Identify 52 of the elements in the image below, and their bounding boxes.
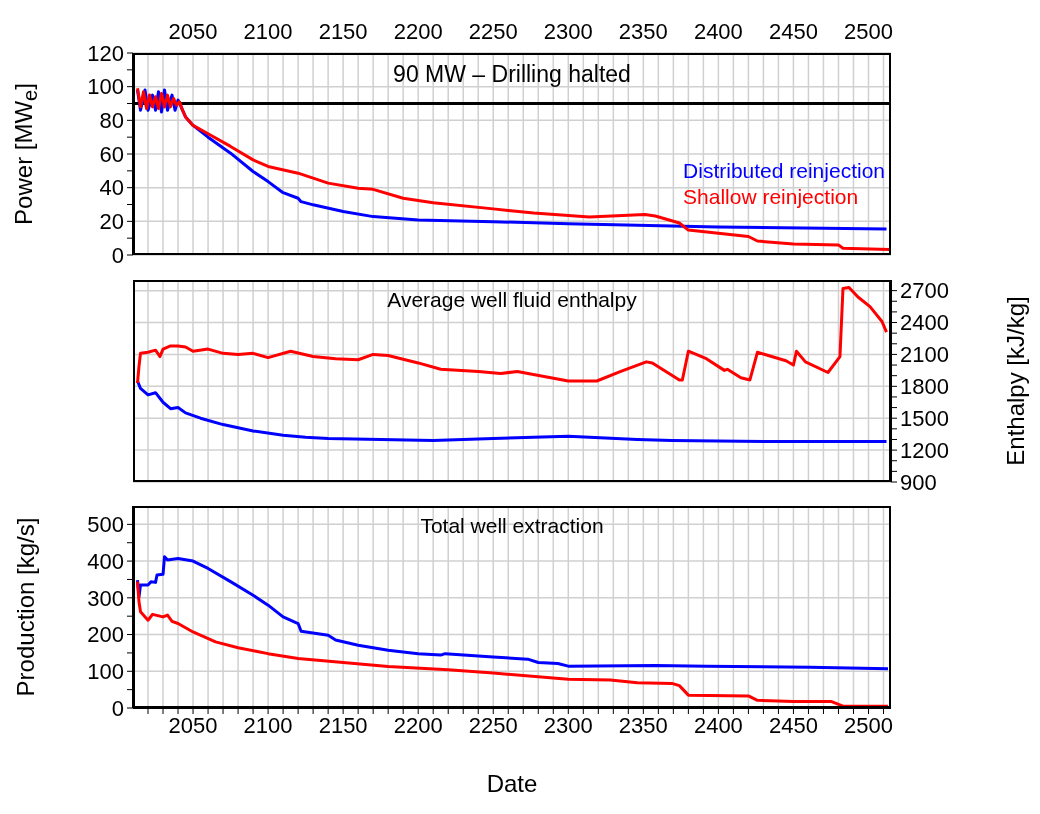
- chart-title: 90 MW – Drilling halted: [392, 61, 632, 88]
- x2-tick-label: 2200: [393, 19, 443, 45]
- y-tick-label: 200: [87, 622, 124, 648]
- x2-tick-label: 2250: [468, 19, 518, 45]
- y-tick-label: 60: [99, 141, 124, 167]
- x-tick-label: 2350: [618, 712, 668, 738]
- y2-tick-label: 1500: [900, 406, 949, 432]
- y-tick-label: 0: [111, 695, 124, 721]
- text: Distributed reinjection: [683, 158, 885, 185]
- y2-axis-title: Enthalpy [kJ/kg]: [1002, 296, 1030, 466]
- x-tick-label: 2250: [468, 712, 518, 738]
- x-tick-label: 2300: [543, 712, 593, 738]
- line-series: [136, 285, 888, 385]
- y-tick-label: 20: [99, 209, 124, 235]
- x2-tick-label: 2300: [543, 19, 593, 45]
- y-axis-title: Production [kg/s]: [12, 517, 40, 697]
- chart-title: Average well fluid enthalpy: [386, 288, 638, 312]
- line-series: [136, 555, 890, 671]
- x2-tick-label: 2050: [168, 19, 218, 45]
- line-series: [136, 379, 888, 444]
- x-tick-label: 2450: [768, 712, 818, 738]
- x-tick-label: 2150: [318, 712, 368, 738]
- x2-tick-label: 2100: [243, 19, 293, 45]
- x2-tick-label: 2150: [318, 19, 368, 45]
- x-tick-label: 2050: [168, 712, 218, 738]
- x2-tick-label: 2450: [768, 19, 818, 45]
- y-tick-label: 80: [99, 108, 124, 134]
- x-tick-label: 2400: [693, 712, 743, 738]
- y2-tick-label: 2400: [900, 310, 949, 336]
- y-tick-label: 40: [99, 175, 124, 201]
- y2-tick-label: 2100: [900, 342, 949, 368]
- chart-title: Total well extraction: [419, 514, 605, 538]
- y-tick-label: 500: [87, 512, 124, 538]
- y-tick-label: 100: [87, 659, 124, 685]
- x2-tick-label: 2400: [693, 19, 743, 45]
- y2-tick-label: 2700: [900, 278, 949, 304]
- x-tick-label: 2500: [844, 712, 893, 738]
- x2-tick-label: 2350: [618, 19, 668, 45]
- x-tick-label: 2100: [243, 712, 293, 738]
- y-tick-label: 400: [87, 548, 124, 574]
- line-series: [136, 580, 890, 708]
- series-label: Shallow reinjection: [683, 184, 860, 211]
- y-tick-label: 100: [87, 74, 124, 100]
- y2-tick-label: 1200: [900, 437, 949, 463]
- y2-tick-label: 900: [900, 469, 937, 495]
- y-tick-label: 300: [87, 585, 124, 611]
- x2-tick-label: 2500: [844, 19, 893, 45]
- x-axis-title: Date: [485, 770, 539, 798]
- y-tick-label: 120: [87, 40, 124, 66]
- y-tick-label: 0: [111, 242, 124, 268]
- y2-tick-label: 1800: [900, 374, 949, 400]
- x-tick-label: 2200: [393, 712, 443, 738]
